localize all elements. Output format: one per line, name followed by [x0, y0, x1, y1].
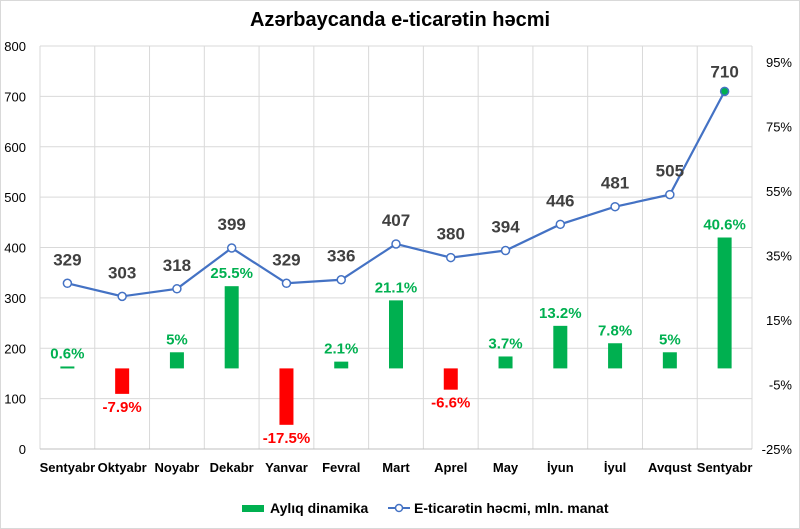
- right-tick-label: -5%: [769, 378, 793, 393]
- line-point: [226, 243, 237, 253]
- category-label: Fevral: [322, 460, 360, 475]
- line-data-label: 407: [382, 211, 410, 230]
- bar-data-label: -6.6%: [431, 395, 470, 412]
- line-point: [172, 284, 182, 294]
- bar: [224, 286, 239, 369]
- line-point: [610, 201, 620, 212]
- line-data-label: 446: [546, 191, 574, 210]
- category-label: İyun: [547, 460, 574, 475]
- bar-data-label: 0.6%: [50, 345, 84, 362]
- legend-bar-label: Aylıq dinamika: [270, 500, 369, 516]
- line-data-label: 394: [491, 218, 520, 237]
- line-data-label: 303: [108, 263, 136, 282]
- legend-line-label: E-ticarətin həcmi, mln. manat: [414, 500, 609, 516]
- bar: [498, 356, 513, 369]
- category-label: Oktyabr: [98, 460, 147, 475]
- left-tick-label: 500: [4, 190, 26, 205]
- bar-data-label: 3.7%: [488, 335, 522, 352]
- bar-data-label: -17.5%: [263, 430, 311, 447]
- bar-data-label: 40.6%: [703, 217, 746, 234]
- line-data-label: 505: [656, 162, 684, 181]
- bar-data-label: 7.8%: [598, 322, 632, 339]
- left-tick-label: 700: [4, 89, 26, 104]
- bar-data-label: 2.1%: [324, 341, 358, 358]
- left-tick-label: 600: [4, 140, 26, 155]
- bar: [279, 368, 294, 425]
- chart-title: Azərbaycanda e-ticarətin həcmi: [249, 9, 551, 31]
- line-data-label: 329: [53, 250, 81, 269]
- line-point: [336, 274, 346, 285]
- line-point: [719, 86, 730, 97]
- category-label: Mart: [382, 460, 410, 475]
- bar: [60, 366, 75, 369]
- bar-data-label: 5%: [166, 331, 188, 348]
- category-label: Avqust: [648, 460, 692, 475]
- line-data-label: 380: [437, 225, 465, 244]
- legend-line-marker: [394, 503, 404, 513]
- left-tick-label: 100: [4, 392, 26, 407]
- line-point: [665, 189, 675, 200]
- left-tick-label: 200: [4, 341, 26, 356]
- line-point: [555, 219, 566, 230]
- left-tick-label: 300: [4, 291, 26, 306]
- line-point: [117, 291, 127, 302]
- bar-data-label: -7.9%: [103, 399, 142, 416]
- line-point: [446, 252, 456, 263]
- bar: [169, 352, 184, 369]
- bar: [334, 361, 349, 369]
- bar: [389, 300, 403, 369]
- right-tick-label: 75%: [766, 120, 792, 135]
- bar: [443, 368, 458, 390]
- line-point: [391, 239, 401, 249]
- line-data-label: 329: [272, 250, 300, 269]
- line-data-label: 710: [710, 62, 738, 81]
- line-point: [281, 278, 292, 289]
- line-data-label: 336: [327, 247, 355, 266]
- left-tick-label: 800: [4, 39, 26, 54]
- category-label: İyul: [604, 460, 626, 475]
- line-data-label: 318: [163, 256, 191, 275]
- bar: [553, 325, 568, 369]
- bar: [608, 343, 623, 369]
- category-label: Sentyabr: [697, 460, 753, 475]
- category-label: Sentyabr: [40, 460, 96, 475]
- category-label: Yanvar: [265, 460, 308, 475]
- legend-bar-swatch: [242, 505, 264, 512]
- category-label: May: [493, 460, 519, 475]
- category-label: Aprel: [434, 460, 467, 475]
- right-tick-label: 35%: [766, 249, 792, 264]
- bar-data-label: 21.1%: [375, 279, 418, 296]
- bar-data-label: 5%: [659, 331, 681, 348]
- line-data-label: 481: [601, 174, 629, 193]
- left-tick-label: 400: [4, 241, 26, 256]
- right-tick-label: 55%: [766, 184, 792, 199]
- line-point: [62, 278, 73, 289]
- left-tick-label: 0: [19, 442, 26, 457]
- bar: [115, 368, 130, 394]
- bar: [662, 352, 677, 369]
- category-label: Dekabr: [210, 460, 254, 475]
- bar-data-label: 25.5%: [210, 265, 253, 282]
- line-data-label: 399: [218, 215, 246, 234]
- right-tick-label: 95%: [766, 55, 792, 70]
- line-point: [500, 245, 511, 256]
- right-tick-label: 15%: [766, 313, 792, 328]
- category-label: Noyabr: [155, 460, 200, 475]
- bar: [717, 237, 732, 369]
- bar-data-label: 13.2%: [539, 305, 582, 322]
- right-tick-label: -25%: [762, 442, 793, 457]
